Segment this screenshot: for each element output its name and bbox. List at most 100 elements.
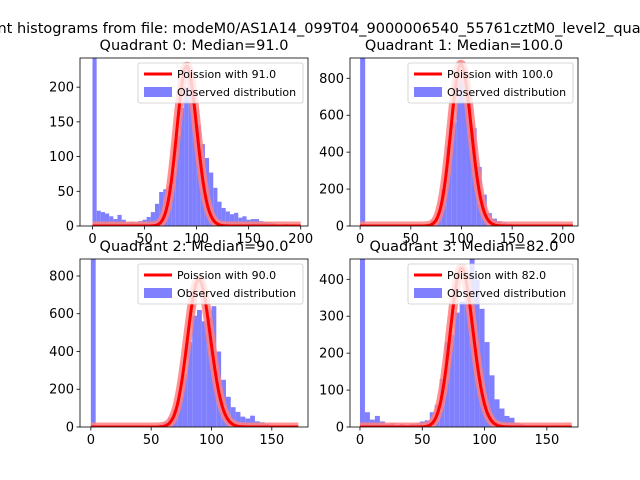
histogram-bar <box>175 135 180 226</box>
legend-hist-label: Observed distribution <box>447 287 566 300</box>
legend: Poission with 90.0 Observed distribution <box>137 263 304 305</box>
x-tick-label: 0 <box>356 433 364 448</box>
histogram-bar <box>484 342 490 427</box>
x-tick-label: 50 <box>143 433 160 448</box>
legend-hist-swatch <box>414 288 442 298</box>
histogram-bar <box>100 212 105 226</box>
histogram-bar <box>499 408 505 427</box>
legend-fit-label: Poission with 91.0 <box>177 68 276 81</box>
histogram-bar <box>154 203 160 226</box>
x-tick-label: 0 <box>88 232 96 247</box>
legend-hist-label: Observed distribution <box>447 86 566 99</box>
quadrant-3-title: Quadrant 3: Median=82.0 <box>370 239 559 255</box>
histogram-bar <box>235 411 241 427</box>
histogram-bar <box>225 211 230 226</box>
quadrant-0-plot-area <box>88 58 305 226</box>
y-tick-label: 800 <box>319 72 344 87</box>
histogram-bar <box>109 216 114 226</box>
y-tick-label: 600 <box>319 109 344 124</box>
x-tick-label: 50 <box>403 232 420 247</box>
histogram-bar <box>221 207 226 226</box>
y-tick-label: 0 <box>66 421 74 436</box>
x-tick-label: 200 <box>550 232 575 247</box>
histogram-bar <box>234 212 239 226</box>
histogram-bar <box>466 91 472 226</box>
histogram-bar <box>213 187 218 226</box>
legend-fit-label: Poission with 90.0 <box>177 269 276 282</box>
histogram-bar <box>92 58 97 226</box>
histogram-bar <box>150 212 155 226</box>
histogram-bar <box>451 122 457 226</box>
x-tick-label: 100 <box>449 232 474 247</box>
quadrant-0-panel: 0 50 100 150 200 0 50 100 150 200 Poission with 91… <box>49 38 313 247</box>
histogram-bar <box>454 312 460 427</box>
axes-frame <box>349 57 579 227</box>
y-tick-label: 200 <box>49 81 74 96</box>
legend-box <box>137 263 304 305</box>
legend: Poission with 82.0 Observed distribution <box>407 263 574 305</box>
x-tick-label: 150 <box>534 433 559 448</box>
legend-hist-swatch <box>414 87 442 97</box>
x-tick-label: 0 <box>87 433 95 448</box>
quadrant-3-panel: 0 50 100 150 0 100 200 300 400 Poission with 82.0… <box>319 239 579 448</box>
x-tick-label: 50 <box>136 232 153 247</box>
legend-hist-swatch <box>144 87 172 97</box>
histogram-bar <box>374 415 380 427</box>
histogram-bar <box>184 87 189 226</box>
quadrant-1-title: Quadrant 1: Median=100.0 <box>365 38 563 54</box>
histogram-bar <box>240 416 246 427</box>
x-tick-label: 100 <box>184 232 209 247</box>
histogram-bar <box>192 107 197 226</box>
histogram-bar <box>449 334 455 427</box>
histogram-bar <box>242 216 247 226</box>
histogram-bar <box>360 58 366 226</box>
histogram-bar <box>489 375 495 427</box>
histogram-bar <box>206 317 212 427</box>
y-tick-label: 600 <box>49 307 74 322</box>
legend: Poission with 100.0 Observed distribution <box>407 62 574 104</box>
histogram-bar <box>459 301 465 427</box>
x-tick-label: 200 <box>288 232 313 247</box>
histogram-bar <box>230 407 236 427</box>
histogram-bar <box>187 342 193 427</box>
y-tick-label: 200 <box>319 183 344 198</box>
histogram-bar <box>509 417 515 427</box>
poisson-fit-line <box>91 64 302 226</box>
y-tick-label: 400 <box>319 273 344 288</box>
histogram-bar <box>179 107 185 226</box>
x-tick-label: 150 <box>259 433 284 448</box>
y-tick-label: 300 <box>319 310 344 325</box>
histogram-bar <box>188 76 193 226</box>
figure-suptitle: Quadrant histograms from file: modeM0/AS… <box>0 21 640 37</box>
quadrant-2-title: Quadrant 2: Median=90.0 <box>100 239 289 255</box>
histogram-bar <box>182 374 188 427</box>
histogram-bar <box>201 321 207 427</box>
legend-hist-label: Observed distribution <box>177 287 296 300</box>
histogram-bar <box>364 412 370 427</box>
histogram-bar <box>90 259 96 427</box>
histogram-bar <box>209 172 214 226</box>
histogram-bar <box>171 170 176 226</box>
y-tick-label: 0 <box>336 220 344 235</box>
histogram-bar <box>461 67 467 226</box>
legend-fit-label: Poission with 100.0 <box>447 68 553 81</box>
y-tick-label: 0 <box>336 421 344 436</box>
histogram-bar <box>456 80 462 226</box>
legend-hist-swatch <box>144 288 172 298</box>
histogram-bar <box>96 210 101 226</box>
y-tick-label: 200 <box>319 347 344 362</box>
y-tick-label: 100 <box>319 384 344 399</box>
x-tick-label: 0 <box>356 232 364 247</box>
y-tick-label: 400 <box>319 146 344 161</box>
quadrant-0-title: Quadrant 0: Median=91.0 <box>100 38 289 54</box>
axes-frame <box>79 258 309 428</box>
quadrant-2-panel: 0 50 100 150 0 200 400 600 800 Poission with 90.0… <box>49 239 309 448</box>
y-tick-label: 0 <box>66 220 74 235</box>
histogram-bar <box>504 415 510 427</box>
y-tick-label: 800 <box>49 269 74 284</box>
histogram-bar <box>117 214 122 226</box>
quadrant-1-panel: 0 50 100 150 200 0 200 400 600 800 Poission with 1… <box>319 38 579 247</box>
legend-box <box>407 62 574 104</box>
x-tick-label: 150 <box>500 232 525 247</box>
y-tick-label: 150 <box>49 115 74 130</box>
